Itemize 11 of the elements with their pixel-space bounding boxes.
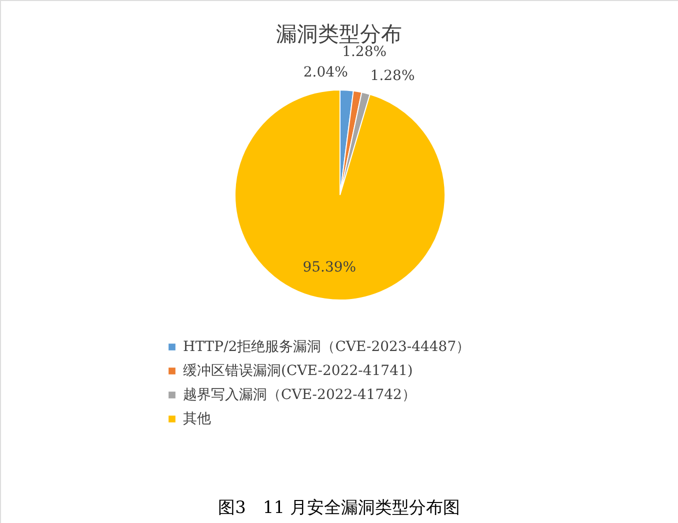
legend-label: 其他	[183, 411, 211, 427]
data-label: 2.04%	[303, 64, 348, 80]
caption: 图3 11 月安全漏洞类型分布图	[218, 498, 460, 518]
data-label: 95.39%	[302, 260, 356, 276]
legend-label: 越界写入漏洞（CVE-2022-41742）	[183, 387, 416, 403]
data-label: 1.28%	[370, 68, 415, 84]
legend-label: HTTP/2拒绝服务漏洞（CVE-2023-44487）	[183, 339, 470, 355]
legend-label: 缓冲区错误漏洞(CVE-2022-41741)	[183, 363, 413, 379]
data-label: 1.28%	[342, 44, 387, 60]
chart-title: 漏洞类型分布	[276, 22, 402, 46]
pie-slice	[234, 90, 446, 300]
